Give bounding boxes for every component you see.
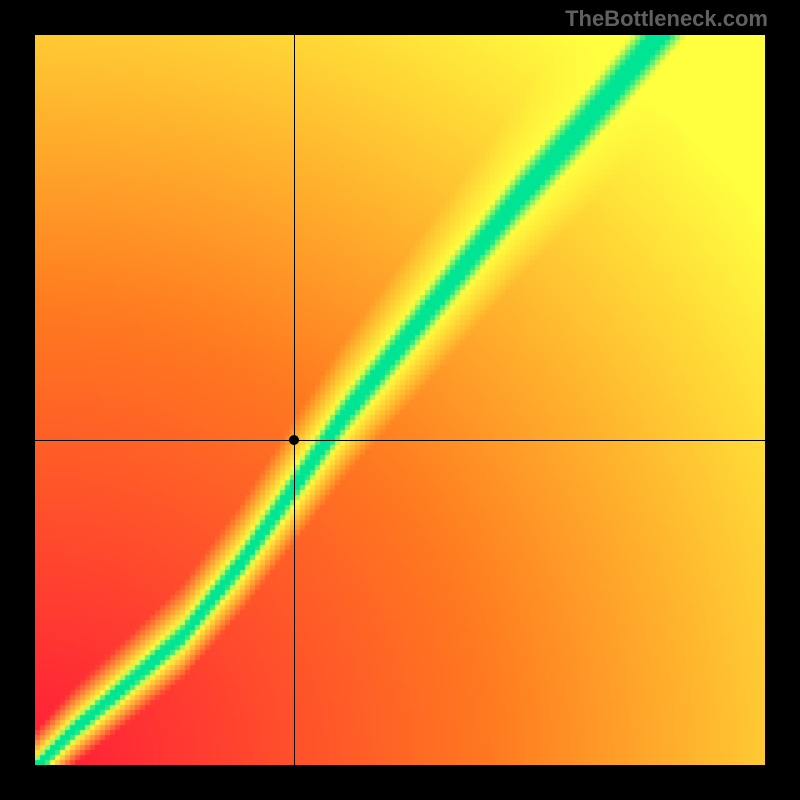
heatmap-canvas [35,35,765,765]
chart-container: TheBottleneck.com [0,0,800,800]
data-point-marker [289,435,299,445]
crosshair-vertical [294,35,295,765]
crosshair-horizontal [35,440,765,441]
watermark-text: TheBottleneck.com [565,6,768,32]
